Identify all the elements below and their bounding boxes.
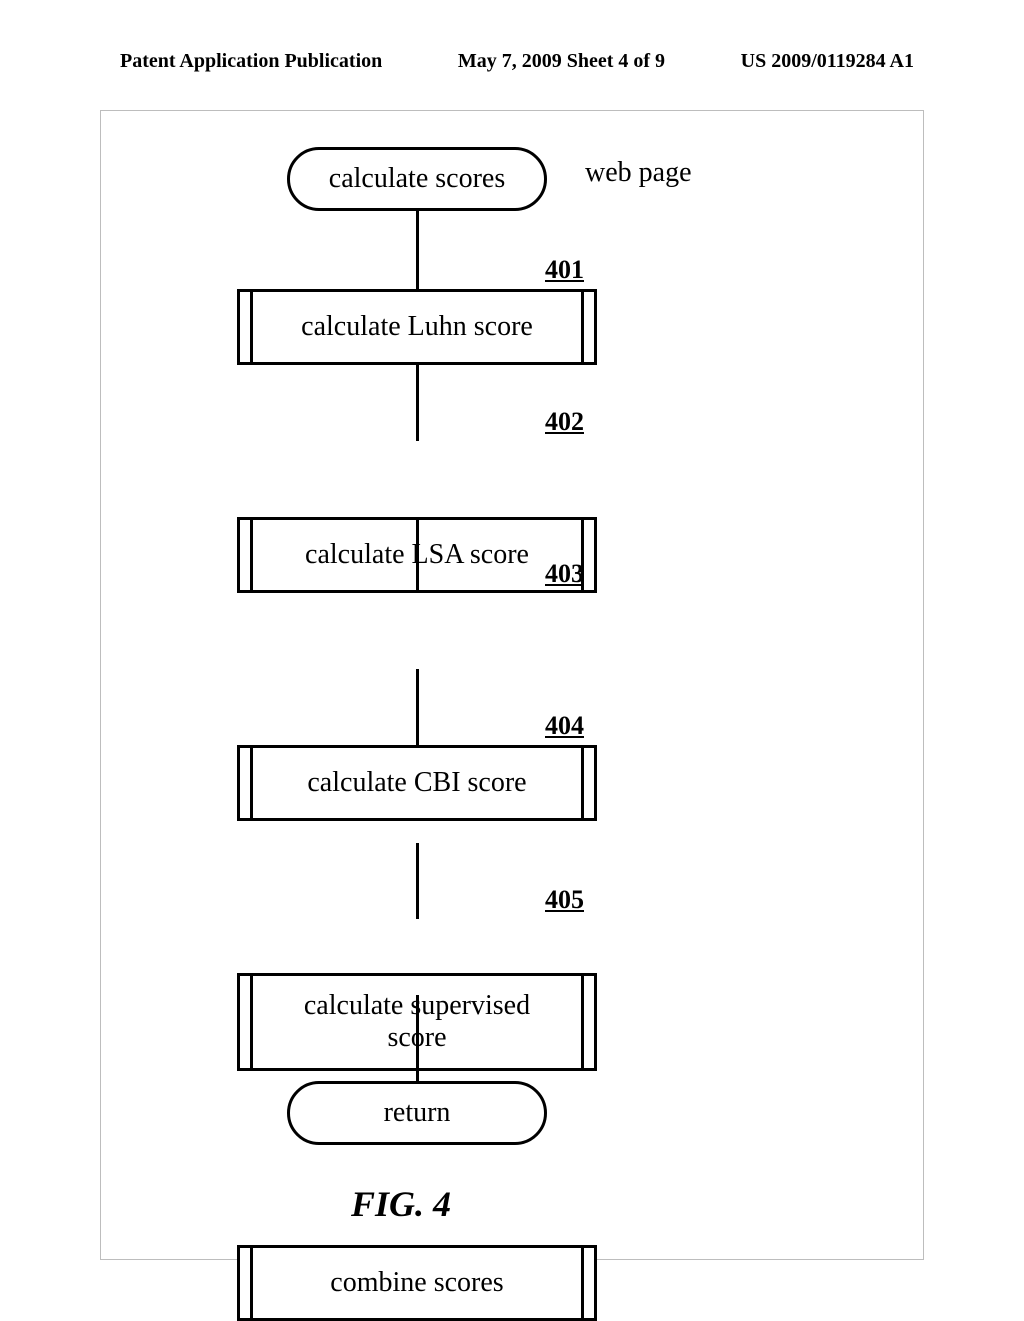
figure-label: FIG. 4 [351,1183,451,1225]
step-label-403: 403 [545,559,584,589]
header-left: Patent Application Publication [120,50,382,73]
connector [416,365,419,441]
step-label-401: 401 [545,255,584,285]
label: calculate CBI score [307,767,526,799]
terminator-return: return [287,1081,547,1145]
label: combine scores [330,1267,503,1299]
header-right: US 2009/0119284 A1 [741,50,914,73]
annotation-web-page: web page [585,157,692,189]
connector [416,669,419,745]
process-combine: combine scores [237,1245,597,1321]
connector [416,995,419,1081]
process-cbi: calculate CBI score [237,745,597,821]
connector [416,843,419,919]
drawing-frame: web page calculate scores calculate Luhn… [100,110,924,1260]
label: return [384,1097,451,1129]
connector [416,211,419,289]
connector [416,517,419,593]
process-luhn: calculate Luhn score [237,289,597,365]
step-label-404: 404 [545,711,584,741]
step-label-405: 405 [545,885,584,915]
header-center: May 7, 2009 Sheet 4 of 9 [458,50,665,73]
step-label-402: 402 [545,407,584,437]
label: calculate Luhn score [301,311,533,343]
page-header: Patent Application Publication May 7, 20… [0,50,1024,73]
label: calculate scores [329,163,505,195]
terminator-start: calculate scores [287,147,547,211]
